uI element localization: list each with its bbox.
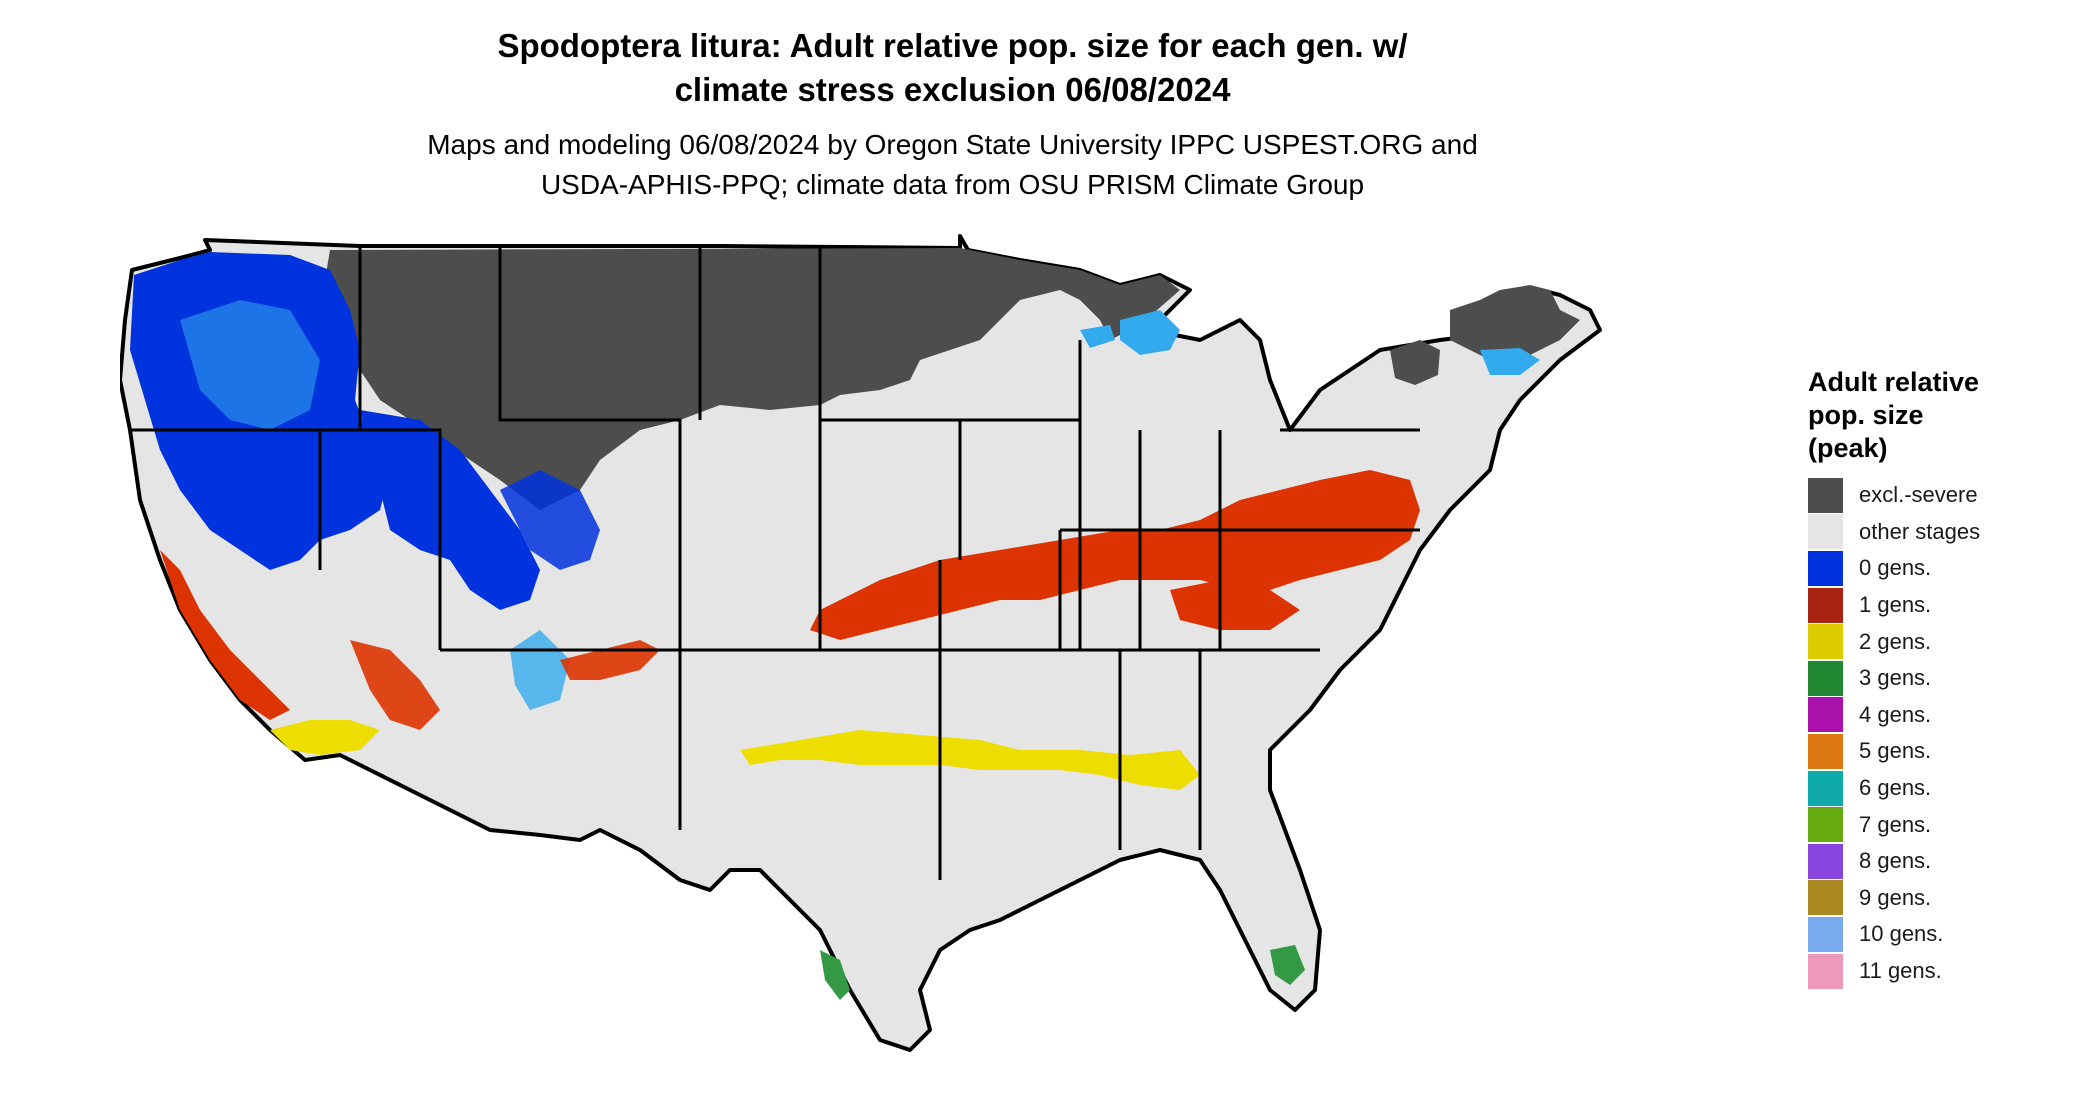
legend-swatch bbox=[1808, 697, 1843, 733]
legend-item: 8 gens. bbox=[1808, 843, 2088, 880]
legend-item: excl.-severe bbox=[1808, 477, 2088, 514]
legend-label: 9 gens. bbox=[1859, 884, 1932, 910]
gen0-upper-peninsula bbox=[1080, 325, 1115, 348]
gen2-gulf bbox=[740, 730, 1200, 790]
map-title-line-2: climate stress exclusion 06/08/2024 bbox=[674, 71, 1231, 108]
gen1-tennessee bbox=[1170, 580, 1300, 630]
legend-swatch bbox=[1808, 477, 1843, 513]
legend-item: 0 gens. bbox=[1808, 550, 2088, 587]
legend-item: other stages bbox=[1808, 514, 2088, 551]
legend-item: 5 gens. bbox=[1808, 733, 2088, 770]
gen0-rockies bbox=[500, 470, 600, 570]
legend-swatch bbox=[1808, 953, 1843, 989]
legend-label: 8 gens. bbox=[1859, 848, 1932, 874]
legend-label: 11 gens. bbox=[1859, 958, 1942, 984]
excluded-adirondack bbox=[1390, 340, 1440, 385]
map-subtitle-line-1: Maps and modeling 06/08/2024 by Oregon S… bbox=[427, 129, 1478, 160]
legend-swatch bbox=[1808, 733, 1843, 769]
legend-swatch bbox=[1808, 807, 1843, 843]
legend-label: 0 gens. bbox=[1859, 555, 1932, 581]
gen0-great-basin bbox=[360, 410, 540, 610]
legend-label: 3 gens. bbox=[1859, 665, 1932, 691]
legend-swatch bbox=[1808, 587, 1843, 623]
gen2-arizona bbox=[270, 720, 380, 755]
map-subtitle: Maps and modeling 06/08/2024 by Oregon S… bbox=[0, 125, 1905, 205]
legend-item: 4 gens. bbox=[1808, 697, 2088, 734]
legend-label: 6 gens. bbox=[1859, 775, 1932, 801]
gen3-south-florida bbox=[1270, 945, 1305, 985]
state-borders bbox=[130, 246, 1420, 880]
gen1-california bbox=[160, 550, 290, 720]
legend-label: 5 gens. bbox=[1859, 738, 1932, 764]
us-map bbox=[120, 234, 1602, 1052]
map-subtitle-line-2: USDA-APHIS-PPQ; climate data from OSU PR… bbox=[540, 169, 1365, 200]
legend-swatch bbox=[1808, 843, 1843, 879]
legend-title-line-2: pop. size bbox=[1808, 400, 1924, 430]
map-legend: Adult relative pop. size (peak) excl.-se… bbox=[1808, 366, 2088, 989]
legend-swatch bbox=[1808, 514, 1843, 550]
legend-swatch bbox=[1808, 624, 1843, 660]
gen0-light-west bbox=[180, 300, 320, 430]
legend-item: 1 gens. bbox=[1808, 587, 2088, 624]
legend-label: 2 gens. bbox=[1859, 628, 1932, 654]
legend-item: 7 gens. bbox=[1808, 806, 2088, 843]
legend-label: excl.-severe bbox=[1859, 482, 1978, 508]
legend-swatch bbox=[1808, 660, 1843, 696]
legend-label: 4 gens. bbox=[1859, 701, 1932, 727]
legend-title: Adult relative pop. size (peak) bbox=[1808, 366, 2088, 465]
legend-item: 3 gens. bbox=[1808, 660, 2088, 697]
gen3-south-texas bbox=[820, 950, 850, 1000]
gen1-southwest bbox=[350, 640, 440, 730]
excluded-north-plains bbox=[320, 248, 1180, 510]
legend-title-line-3: (peak) bbox=[1808, 433, 1888, 463]
legend-title-line-1: Adult relative bbox=[1808, 367, 1980, 397]
map-title: Spodoptera litura: Adult relative pop. s… bbox=[0, 24, 1905, 112]
legend-label: other stages bbox=[1859, 518, 1981, 544]
legend-item: 11 gens. bbox=[1808, 953, 2088, 990]
legend-items: excl.-severe other stages 0 gens. 1 gens. 2 … bbox=[1808, 477, 2088, 989]
legend-item: 6 gens. bbox=[1808, 770, 2088, 807]
legend-label: 7 gens. bbox=[1859, 811, 1932, 837]
gen0-new-england bbox=[1480, 348, 1540, 375]
legend-item: 2 gens. bbox=[1808, 623, 2088, 660]
legend-label: 1 gens. bbox=[1859, 592, 1932, 618]
legend-swatch bbox=[1808, 550, 1843, 586]
legend-swatch bbox=[1808, 770, 1843, 806]
legend-label: 10 gens. bbox=[1859, 921, 1944, 947]
gen1-band bbox=[810, 470, 1420, 640]
legend-item: 10 gens. bbox=[1808, 916, 2088, 953]
excluded-northeast bbox=[1450, 285, 1580, 360]
gen0-michigan bbox=[1120, 310, 1180, 355]
legend-swatch bbox=[1808, 880, 1843, 916]
legend-item: 9 gens. bbox=[1808, 880, 2088, 917]
map-title-line-1: Spodoptera litura: Adult relative pop. s… bbox=[497, 27, 1408, 64]
legend-swatch bbox=[1808, 916, 1843, 952]
